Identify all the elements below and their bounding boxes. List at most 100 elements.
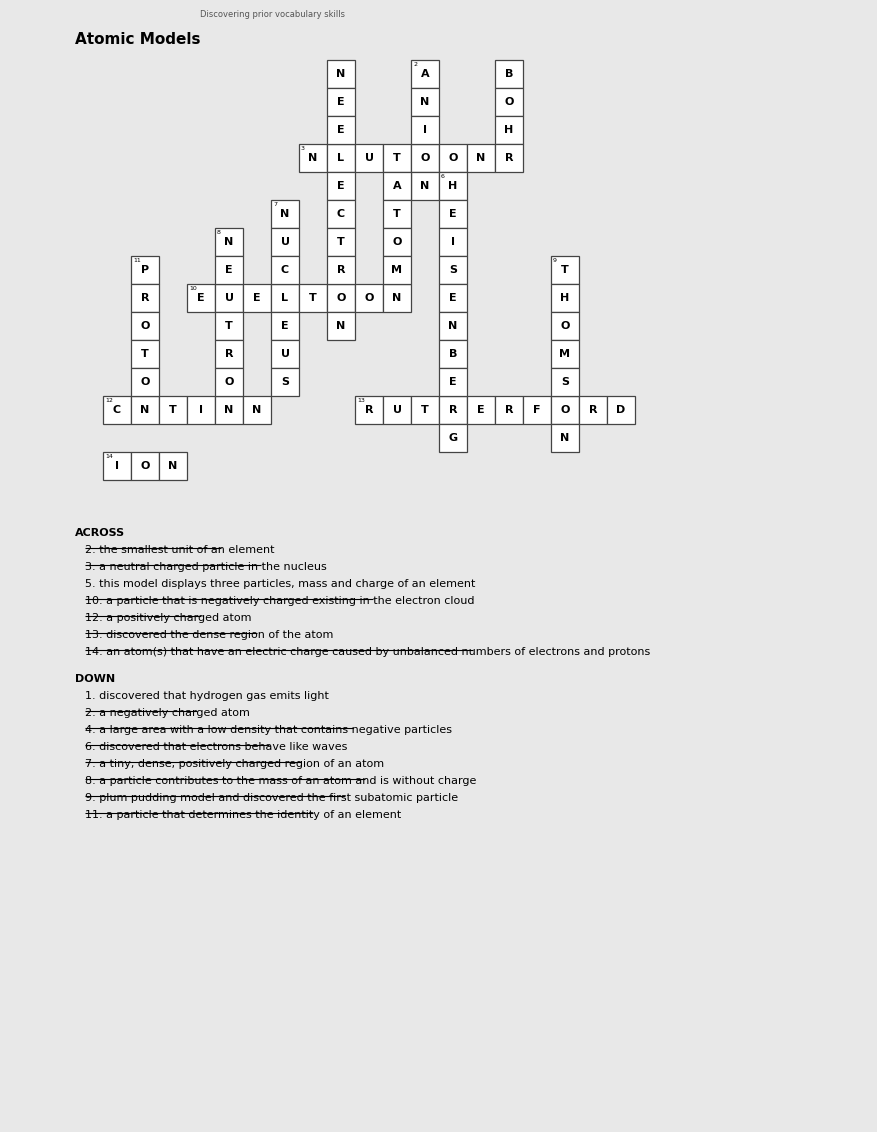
Text: R: R <box>449 405 457 415</box>
Text: N: N <box>281 209 289 218</box>
Bar <box>271 256 299 284</box>
Text: E: E <box>337 125 345 135</box>
Bar <box>131 396 159 424</box>
Bar <box>243 284 271 312</box>
Text: A: A <box>393 181 402 191</box>
Bar <box>495 396 523 424</box>
Text: T: T <box>169 405 177 415</box>
Text: N: N <box>225 237 233 247</box>
Text: F: F <box>533 405 541 415</box>
Text: H: H <box>560 293 570 303</box>
Text: O: O <box>225 377 233 387</box>
Text: T: T <box>393 153 401 163</box>
Text: 2: 2 <box>413 62 417 67</box>
Text: M: M <box>391 265 403 275</box>
Bar <box>439 368 467 396</box>
Text: N: N <box>448 321 458 331</box>
Bar <box>411 60 439 88</box>
Bar <box>243 396 271 424</box>
Text: T: T <box>421 405 429 415</box>
Text: 7: 7 <box>273 201 277 207</box>
Text: H: H <box>448 181 458 191</box>
Text: N: N <box>392 293 402 303</box>
Bar <box>131 284 159 312</box>
Text: R: R <box>365 405 374 415</box>
Text: O: O <box>420 153 430 163</box>
Text: 13. discovered the dense region of the atom: 13. discovered the dense region of the a… <box>85 631 333 640</box>
Text: U: U <box>281 237 289 247</box>
Text: 2. a negatively charged atom: 2. a negatively charged atom <box>85 709 250 718</box>
Bar <box>411 172 439 200</box>
Bar <box>551 312 579 340</box>
Bar <box>551 396 579 424</box>
Bar <box>187 396 215 424</box>
Text: 14. an atom(s) that have an electric charge caused by unbalanced numbers of elec: 14. an atom(s) that have an electric cha… <box>85 648 650 657</box>
Text: E: E <box>337 97 345 108</box>
Bar <box>215 368 243 396</box>
Text: C: C <box>281 265 289 275</box>
Bar <box>439 312 467 340</box>
Text: N: N <box>168 461 178 471</box>
Text: U: U <box>225 293 233 303</box>
Bar <box>495 60 523 88</box>
Bar <box>327 312 355 340</box>
Text: C: C <box>337 209 345 218</box>
Text: N: N <box>337 321 346 331</box>
Text: O: O <box>560 405 570 415</box>
Bar <box>551 368 579 396</box>
Bar <box>439 172 467 200</box>
Text: P: P <box>141 265 149 275</box>
Bar <box>411 115 439 144</box>
Text: C: C <box>113 405 121 415</box>
Bar <box>439 284 467 312</box>
Text: I: I <box>199 405 203 415</box>
Text: O: O <box>504 97 514 108</box>
Text: T: T <box>141 349 149 359</box>
Bar <box>551 340 579 368</box>
Text: N: N <box>253 405 261 415</box>
Text: O: O <box>140 321 150 331</box>
Text: O: O <box>560 321 570 331</box>
Bar <box>495 115 523 144</box>
Text: O: O <box>364 293 374 303</box>
Text: N: N <box>420 181 430 191</box>
Text: U: U <box>393 405 402 415</box>
Bar <box>327 172 355 200</box>
Bar <box>215 312 243 340</box>
Bar <box>327 200 355 228</box>
Bar <box>159 452 187 480</box>
Text: E: E <box>477 405 485 415</box>
Bar <box>131 312 159 340</box>
Text: E: E <box>337 181 345 191</box>
Bar <box>159 396 187 424</box>
Text: 14: 14 <box>105 454 113 458</box>
Text: A: A <box>421 69 430 79</box>
Text: 5. this model displays three particles, mass and charge of an element: 5. this model displays three particles, … <box>85 578 475 589</box>
Bar <box>299 144 327 172</box>
Bar <box>467 144 495 172</box>
Text: I: I <box>115 461 119 471</box>
Bar <box>439 200 467 228</box>
Text: E: E <box>225 265 232 275</box>
Text: N: N <box>140 405 150 415</box>
Text: D: D <box>617 405 625 415</box>
Bar <box>383 284 411 312</box>
Bar <box>327 144 355 172</box>
Bar <box>551 284 579 312</box>
Text: S: S <box>281 377 289 387</box>
Bar <box>355 144 383 172</box>
Text: O: O <box>140 377 150 387</box>
Bar <box>131 340 159 368</box>
Bar <box>439 144 467 172</box>
Text: O: O <box>392 237 402 247</box>
Bar <box>271 228 299 256</box>
Bar <box>299 284 327 312</box>
Bar <box>607 396 635 424</box>
Text: T: T <box>393 209 401 218</box>
Text: B: B <box>505 69 513 79</box>
Bar <box>383 200 411 228</box>
Bar <box>383 228 411 256</box>
Bar <box>355 396 383 424</box>
Bar <box>411 144 439 172</box>
Bar <box>495 144 523 172</box>
